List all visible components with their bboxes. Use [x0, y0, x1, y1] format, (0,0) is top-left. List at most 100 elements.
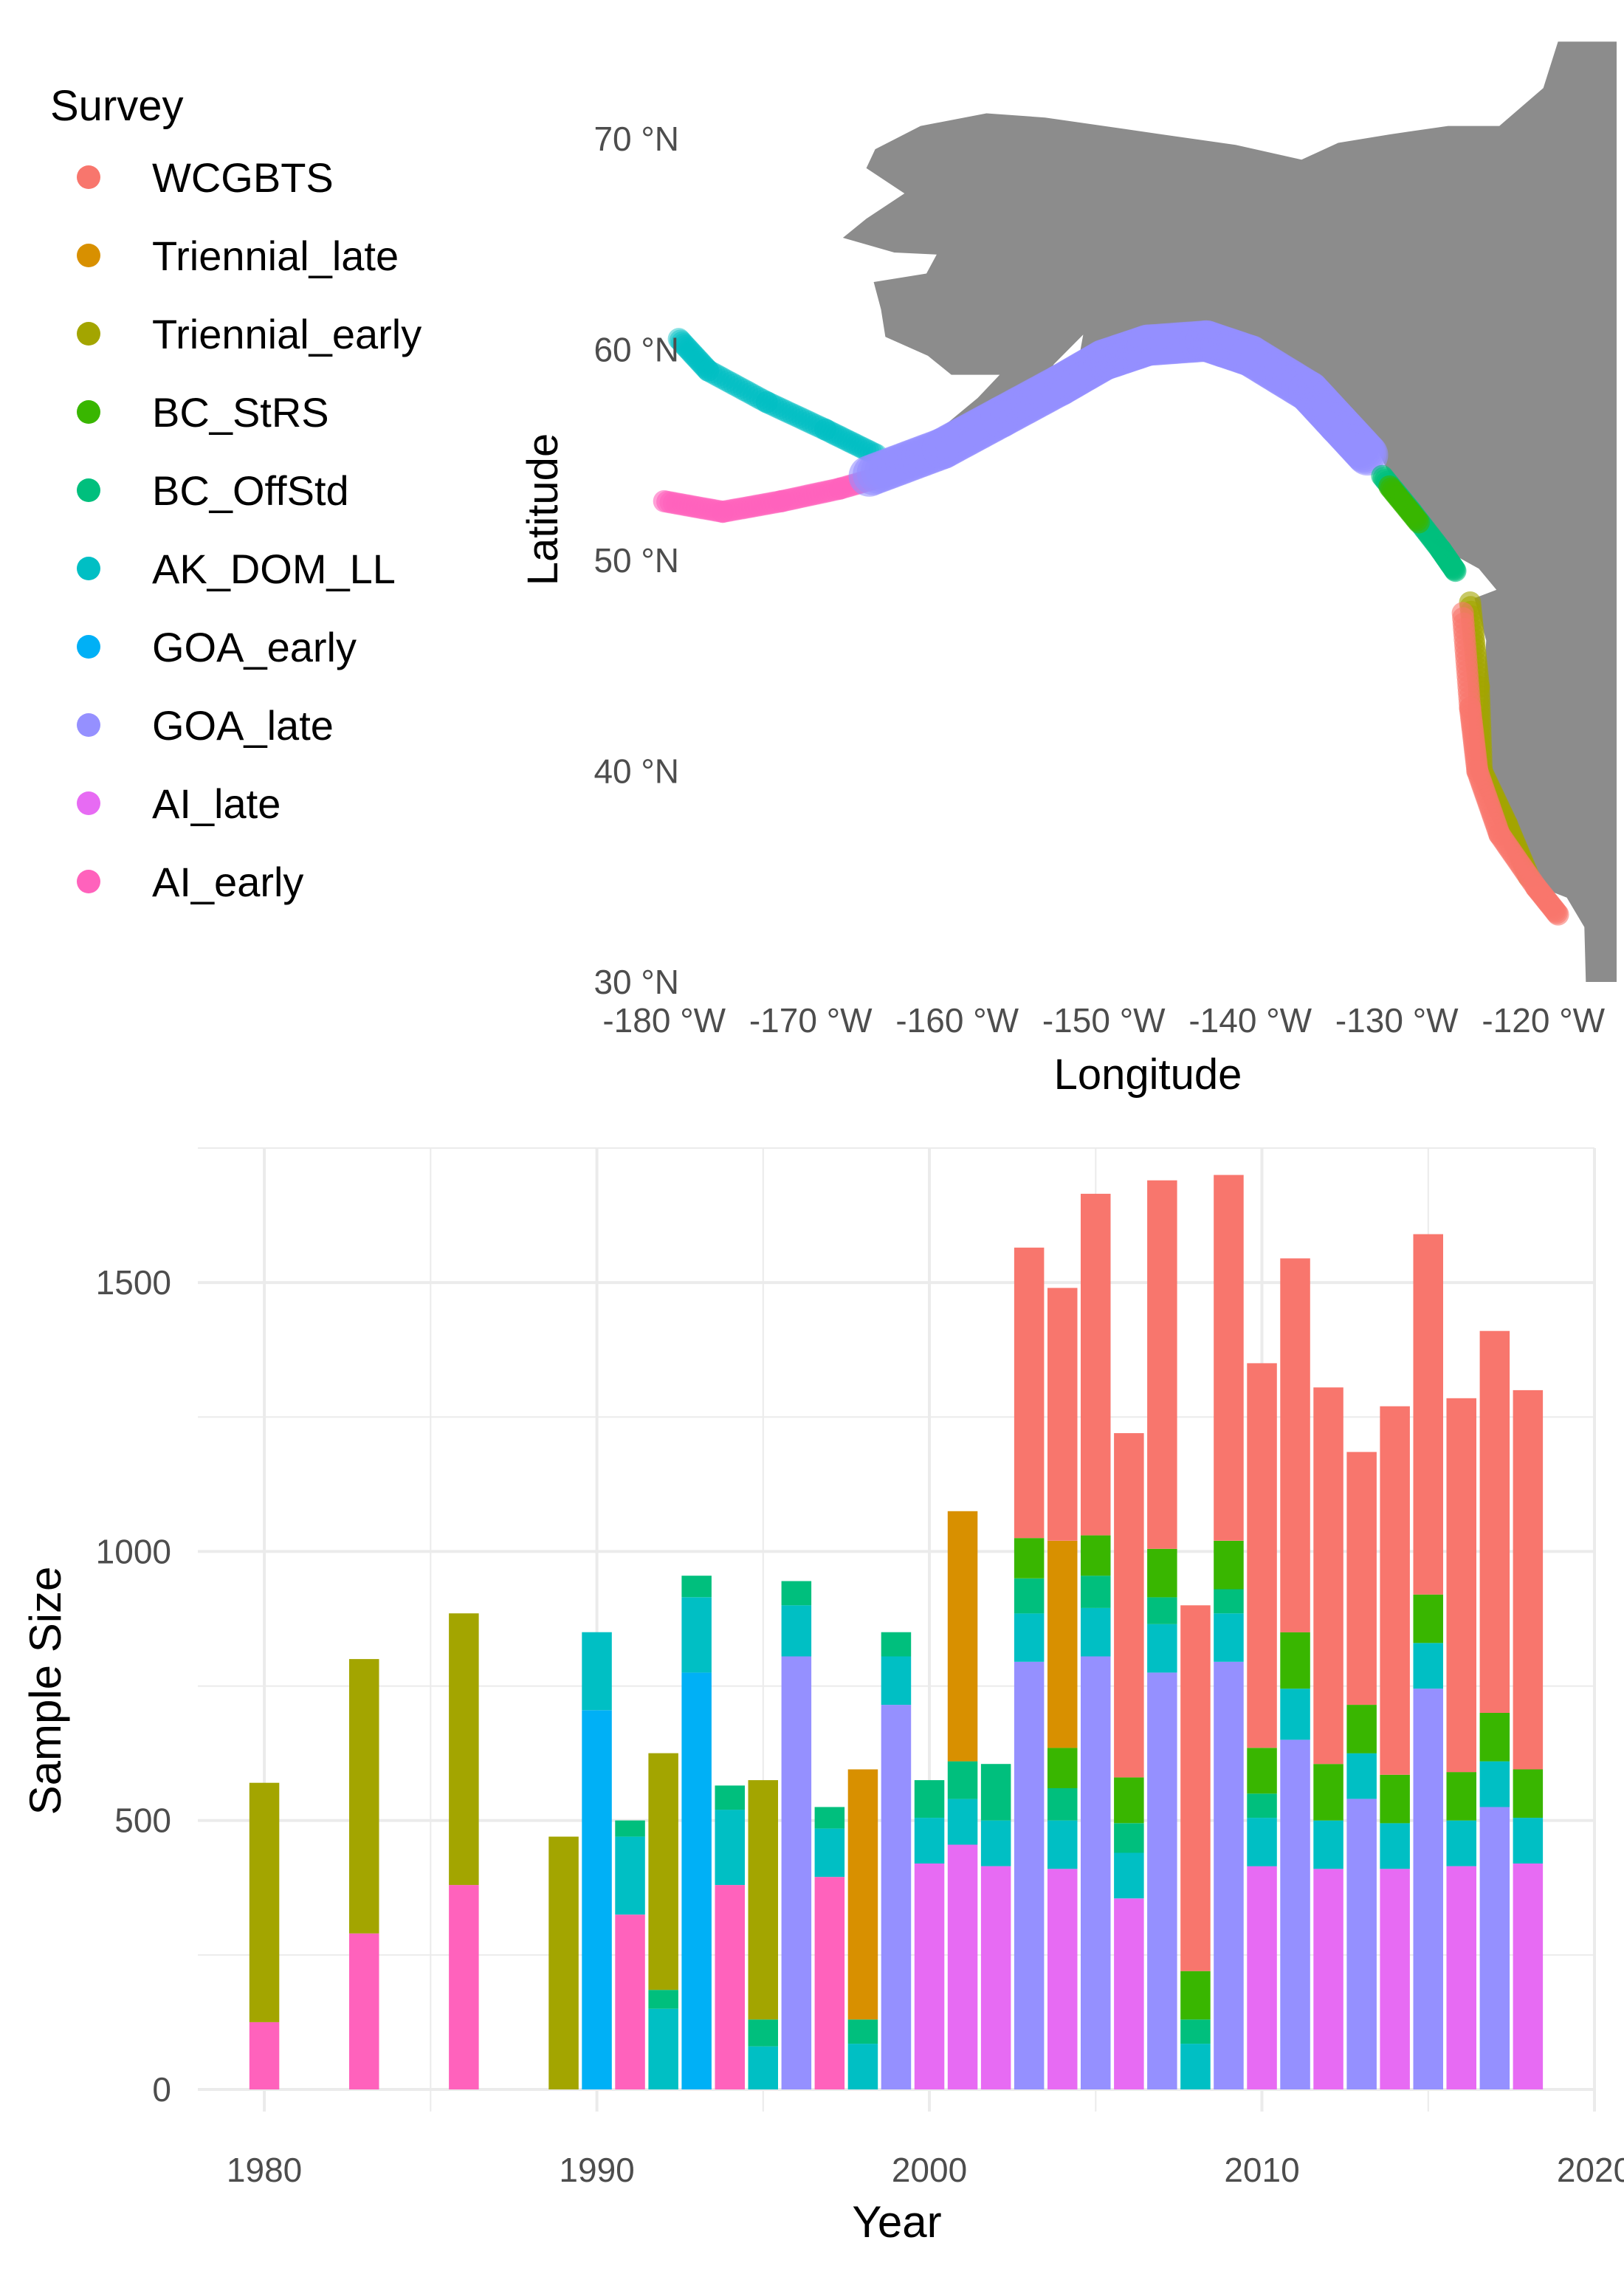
- survey-point: [743, 384, 765, 407]
- bar-stack-1991: [615, 1820, 645, 2089]
- survey-point: [834, 428, 857, 451]
- bar-segment-ai-late: [1047, 1869, 1078, 2089]
- bar-segment-ak-dom-ll: [1180, 2044, 1211, 2089]
- bar-segment-ak-dom-ll: [914, 1818, 945, 1863]
- bar-segment-ai-early: [349, 1933, 379, 2089]
- legend-label: Triennial_late: [152, 233, 399, 279]
- bar-stack-2006: [1114, 1433, 1144, 2089]
- bar-segment-wcgbts: [1380, 1406, 1410, 1775]
- bar-stack-2014: [1380, 1406, 1410, 2089]
- map-x-tick-label: -140 °W: [1188, 1001, 1312, 1040]
- survey-point: [836, 430, 859, 453]
- bar-stack-1983: [349, 1659, 379, 2089]
- bar-segment-ak-dom-ll: [1147, 1624, 1177, 1673]
- survey-point: [675, 337, 698, 359]
- track-wcgbts: [1451, 602, 1569, 926]
- bar-segment-ak-dom-ll: [1047, 1820, 1078, 1869]
- bar-segment-triennial-late: [947, 1511, 978, 1762]
- bar-segment-bc-offstd: [881, 1632, 912, 1657]
- bar-stack-2003: [1014, 1247, 1045, 2089]
- bar-stack-1998: [847, 1769, 878, 2089]
- bar-segment-goa-early: [681, 1672, 712, 2089]
- bar-segment-goa-early: [582, 1710, 612, 2089]
- bar-segment-ak-dom-ll: [980, 1820, 1011, 1866]
- survey-point: [775, 400, 798, 423]
- legend-dot-icon: [77, 400, 100, 424]
- map-y-axis-label: Latitude: [519, 433, 567, 585]
- bar-y-tick-label: 1000: [96, 1532, 171, 1570]
- bar-segment-wcgbts: [1114, 1433, 1144, 1778]
- legend-item-goa-late: GOA_late: [44, 688, 502, 762]
- bar-segment-bc-offstd: [1114, 1823, 1144, 1853]
- bar-segment-bc-offstd: [648, 1990, 678, 2009]
- survey-point: [746, 385, 768, 408]
- survey-point: [679, 340, 701, 363]
- bar-segment-ak-dom-ll: [1014, 1613, 1045, 1662]
- bar-segment-bc-strs: [1346, 1705, 1377, 1753]
- bar-stack-2018: [1513, 1390, 1544, 2089]
- survey-point: [726, 375, 749, 398]
- bar-segment-triennial-late: [847, 1769, 878, 2020]
- bar-chart-y-ticks: 0 500 1000 1500: [96, 1263, 171, 2109]
- bar-stack-2007: [1147, 1180, 1177, 2089]
- map-y-tick-label: 70 °N: [593, 120, 679, 158]
- bar-stack-2009: [1214, 1175, 1244, 2089]
- bar-segment-wcgbts: [1313, 1387, 1343, 1765]
- bar-segment-wcgbts: [1479, 1330, 1510, 1713]
- bar-y-tick-label: 1500: [96, 1263, 171, 1302]
- map-longitude-ticks: -180 °W -170 °W -160 °W -150 °W -140 °W -130 …: [602, 1001, 1605, 1040]
- bar-stack-2008: [1180, 1605, 1211, 2089]
- survey-point: [825, 424, 848, 447]
- bar-segment-bc-strs: [1413, 1594, 1443, 1643]
- survey-point: [684, 345, 706, 368]
- bar-y-axis-label: Sample Size: [21, 1567, 70, 1816]
- bar-segment-goa-late: [1280, 1739, 1310, 2089]
- bar-segment-ak-dom-ll: [1313, 1820, 1343, 1869]
- bar-stack-2012: [1313, 1387, 1343, 2089]
- legend-item-triennial-early: Triennial_early: [44, 297, 502, 371]
- bar-stack-2016: [1446, 1398, 1476, 2089]
- bar-segment-wcgbts: [1446, 1398, 1476, 1773]
- bar-x-tick-label: 1990: [559, 2151, 634, 2189]
- survey-point: [828, 425, 851, 448]
- legend-title: Survey: [50, 82, 184, 130]
- survey-point: [822, 422, 845, 445]
- bar-stack-2015: [1413, 1234, 1443, 2089]
- survey-point: [692, 354, 715, 377]
- bar-segment-bc-strs: [1180, 1971, 1211, 2020]
- bar-segment-bc-strs: [1014, 1538, 1045, 1579]
- bar-segment-ai-late: [1513, 1863, 1544, 2089]
- sample-size-chart: 0 500 1000 1500 1980 1990 2000 2010 2020 Year S…: [21, 1147, 1624, 2247]
- bar-segment-ak-dom-ll: [681, 1597, 712, 1673]
- bar-segment-wcgbts: [1047, 1288, 1078, 1541]
- survey-point: [682, 343, 705, 366]
- bar-segment-ai-late: [914, 1863, 945, 2089]
- bar-segment-ak-dom-ll: [1214, 1613, 1244, 1662]
- survey-point: [1408, 511, 1430, 534]
- survey-point: [811, 416, 833, 439]
- bar-segment-wcgbts: [1247, 1363, 1277, 1748]
- bar-segment-bc-strs: [1513, 1769, 1544, 1818]
- bar-segment-goa-late: [881, 1705, 912, 2089]
- legend-dot-icon: [77, 322, 100, 346]
- survey-point: [713, 368, 736, 391]
- bar-segment-ai-early: [449, 1885, 479, 2089]
- survey-point: [794, 409, 817, 432]
- map-x-tick-label: -150 °W: [1042, 1001, 1166, 1040]
- bar-segment-bc-strs: [1214, 1540, 1244, 1590]
- legend-item-wcgbts: WCGBTS: [44, 140, 502, 214]
- survey-point: [706, 365, 729, 387]
- bar-segment-ai-early: [249, 2021, 280, 2089]
- bar-segment-ak-dom-ll: [582, 1632, 612, 1711]
- bar-segment-bc-offstd: [748, 2019, 778, 2047]
- map-x-tick-label: -160 °W: [895, 1001, 1019, 1040]
- land-polygon: [842, 41, 1617, 982]
- track-goa-late: [848, 320, 1389, 497]
- bar-segment-bc-offstd: [1180, 2019, 1211, 2044]
- survey-point: [687, 348, 709, 371]
- bar-segment-ak-dom-ll: [1380, 1823, 1410, 1869]
- survey-point: [695, 357, 718, 380]
- survey-point: [1444, 560, 1467, 583]
- legend-dot-icon: [77, 870, 100, 893]
- survey-point: [703, 363, 726, 385]
